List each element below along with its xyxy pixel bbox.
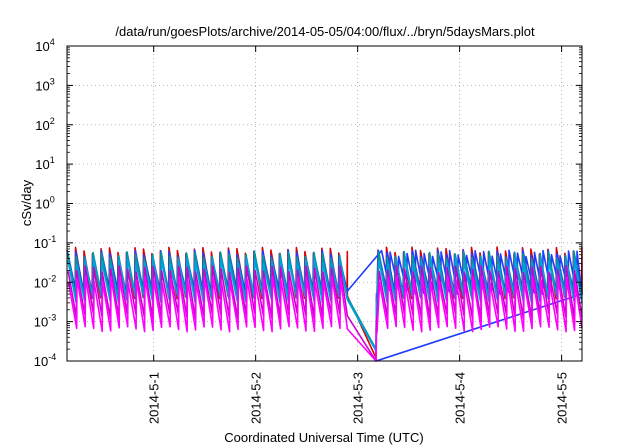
x-tick-label: 2014-5-2	[249, 372, 264, 424]
x-tick-label: 2014-5-1	[147, 372, 162, 424]
x-axis-ticks: 2014-5-1 2014-5-2 2014-5-3 2014-5-4 2014-5-5	[147, 46, 570, 424]
grid-lines	[67, 46, 582, 361]
y-tick-label: 104	[35, 37, 54, 54]
y-tick-label: 100	[35, 195, 54, 212]
x-tick-label: 2014-5-3	[351, 372, 366, 424]
series-layer	[66, 246, 583, 362]
series-line	[67, 275, 583, 362]
y-tick-label: 10-2	[34, 273, 56, 290]
y-tick-label: 10-4	[34, 352, 56, 369]
y-axis-label: cSv/day	[19, 179, 34, 226]
x-tick-label: 2014-5-5	[555, 372, 570, 424]
x-tick-label: 2014-5-4	[453, 372, 468, 424]
chart-title: /data/run/goesPlots/archive/2014-05-05/0…	[115, 24, 535, 39]
series-line	[66, 246, 583, 359]
y-tick-label: 103	[35, 76, 54, 93]
y-tick-label: 101	[35, 155, 54, 172]
x-axis-label: Coordinated Universal Time (UTC)	[224, 430, 423, 445]
y-tick-label: 102	[35, 116, 54, 133]
y-axis-ticks: 10-4 10-3 10-2 10-1 100 101 102 103 104	[34, 37, 582, 369]
y-tick-label: 10-1	[34, 234, 56, 251]
y-tick-label: 10-3	[34, 313, 56, 330]
